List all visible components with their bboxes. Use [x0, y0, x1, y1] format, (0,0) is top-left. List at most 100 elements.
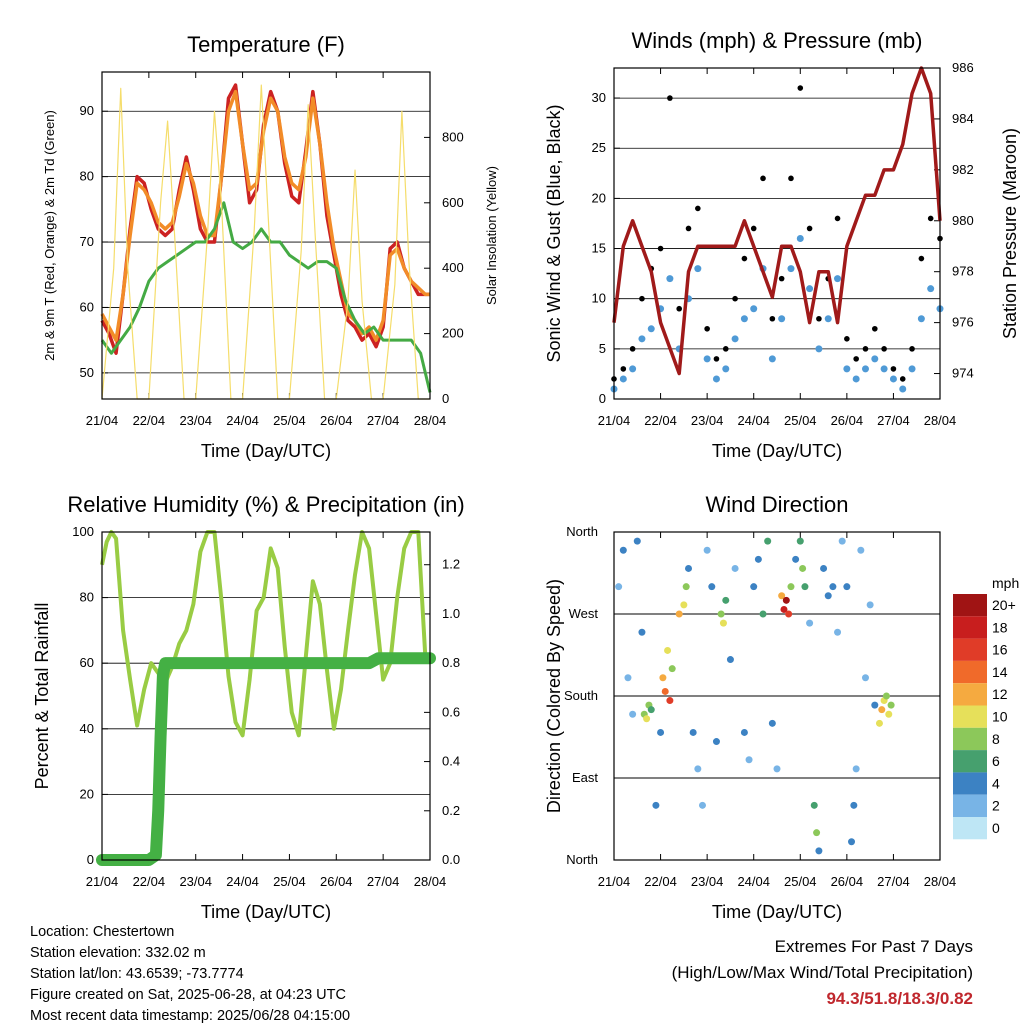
plot-frame [101, 71, 431, 400]
gust-point [639, 295, 645, 302]
extremes-subheading: (High/Low/Max Wind/Total Precipitation) [671, 963, 973, 982]
wind-point [694, 265, 702, 273]
direction-point [815, 847, 823, 855]
direction-point [810, 801, 818, 809]
wind-point [908, 365, 916, 373]
direction-point [813, 829, 821, 837]
direction-point [685, 564, 693, 572]
direction-point [866, 601, 874, 609]
x-tick-label: 26/04 [831, 874, 864, 889]
y2-tick-label: 980 [952, 213, 974, 228]
temperature-chart: Temperature (F) 50 60 70 80 90 0 200 400 600 800 21… [42, 32, 499, 461]
winds-chart: Winds (mph) & Pressure (mb) 0 5 10 15 20 25 30 9… [544, 28, 1020, 461]
y2-tick-label: 800 [442, 129, 464, 144]
direction-point [675, 610, 683, 618]
direction-point [698, 801, 706, 809]
legend-swatch [953, 705, 987, 728]
gust-point [816, 315, 822, 322]
direction-point [782, 596, 790, 604]
gust-point [722, 346, 729, 352]
wind-point [927, 285, 935, 293]
direction-point [647, 706, 655, 714]
extremes-values: 94.3/51.8/18.3/0.82 [826, 989, 973, 1008]
y2-tick-label: 0 [442, 391, 449, 406]
direction-point [878, 706, 886, 714]
wind-point [796, 235, 804, 243]
direction-point [624, 674, 632, 682]
x-tick-label: 23/04 [691, 874, 724, 889]
extremes-heading: Extremes For Past 7 Days [774, 937, 973, 956]
direction-point [615, 583, 623, 591]
legend-swatch [953, 660, 987, 684]
y-tick-label: 10 [592, 291, 606, 306]
x-tick-label: 22/04 [133, 874, 166, 889]
direction-point [871, 701, 879, 709]
wind-point [806, 285, 814, 293]
legend-swatch [953, 750, 987, 773]
x-tick-label: 22/04 [133, 413, 166, 428]
x-tick-label: 25/04 [784, 874, 817, 889]
direction-point [659, 674, 667, 682]
wind-point [824, 315, 832, 323]
y-tick-label: 15 [592, 241, 606, 256]
legend-label: 14 [992, 664, 1008, 680]
x-tick-label: 21/04 [86, 413, 119, 428]
gust-point [844, 336, 850, 342]
y-tick-label: 70 [80, 234, 94, 249]
direction-point [759, 610, 767, 618]
x-tick-label: 25/04 [273, 413, 306, 428]
elevation-text: Station elevation: 332.02 m [30, 945, 206, 961]
chart-title: Relative Humidity (%) & Precipitation (i… [67, 492, 464, 517]
legend-label: 4 [992, 775, 1000, 791]
legend-label: 6 [992, 753, 1000, 769]
legend-title: mph [992, 575, 1019, 591]
direction-point [682, 583, 690, 591]
speed-legend: mph 20+ 18 16 14 12 10 8 6 4 2 0 [953, 575, 1019, 840]
legend-swatch [953, 727, 987, 751]
gust-point [685, 225, 692, 232]
direction-point [764, 537, 772, 545]
direction-point [806, 619, 814, 627]
x-tick-label: 24/04 [226, 413, 259, 428]
direction-point [633, 537, 641, 545]
gust-point [881, 346, 887, 352]
direction-point [778, 592, 786, 600]
wind-point [722, 365, 730, 373]
wind-point [619, 375, 627, 383]
legend-swatch [953, 683, 987, 706]
created-text: Figure created on Sat, 2025-06-28, at 04… [30, 987, 346, 1003]
y2-tick-label: 400 [442, 260, 464, 275]
chart-title: Temperature (F) [187, 32, 345, 57]
direction-point [703, 546, 711, 554]
direction-point [861, 674, 869, 682]
y2-tick-label: 1.0 [442, 606, 460, 621]
gust-point [750, 225, 757, 232]
y-tick-label: 50 [80, 365, 94, 380]
wind-point [852, 375, 860, 383]
y-tick-label: 0 [87, 852, 94, 867]
direction-point [680, 601, 688, 609]
x-tick-label: 26/04 [831, 413, 864, 428]
direction-point [740, 728, 748, 736]
gust-point [778, 275, 785, 282]
temp9m-line [100, 89, 430, 342]
y-axis-label: Percent & Total Rainfall [32, 603, 52, 790]
gust-point [909, 346, 915, 352]
plot-frame [613, 531, 941, 861]
x-tick-label: 24/04 [737, 413, 770, 428]
direction-point [792, 555, 800, 563]
x-tick-label: 27/04 [367, 874, 400, 889]
wind-point [787, 265, 795, 273]
direction-point [750, 583, 758, 591]
y-tick-label: 90 [80, 103, 94, 118]
wind-point [843, 365, 851, 373]
y-tick-label: 40 [80, 721, 94, 736]
direction-point [887, 701, 895, 709]
x-tick-label: 24/04 [226, 874, 259, 889]
direction-point [652, 801, 660, 809]
legend-label: 2 [992, 798, 1000, 814]
gust-point [853, 356, 859, 362]
x-tick-label: 22/04 [644, 413, 677, 428]
y2-tick-label: 200 [442, 326, 464, 341]
x-tick-label: 28/04 [414, 874, 447, 889]
